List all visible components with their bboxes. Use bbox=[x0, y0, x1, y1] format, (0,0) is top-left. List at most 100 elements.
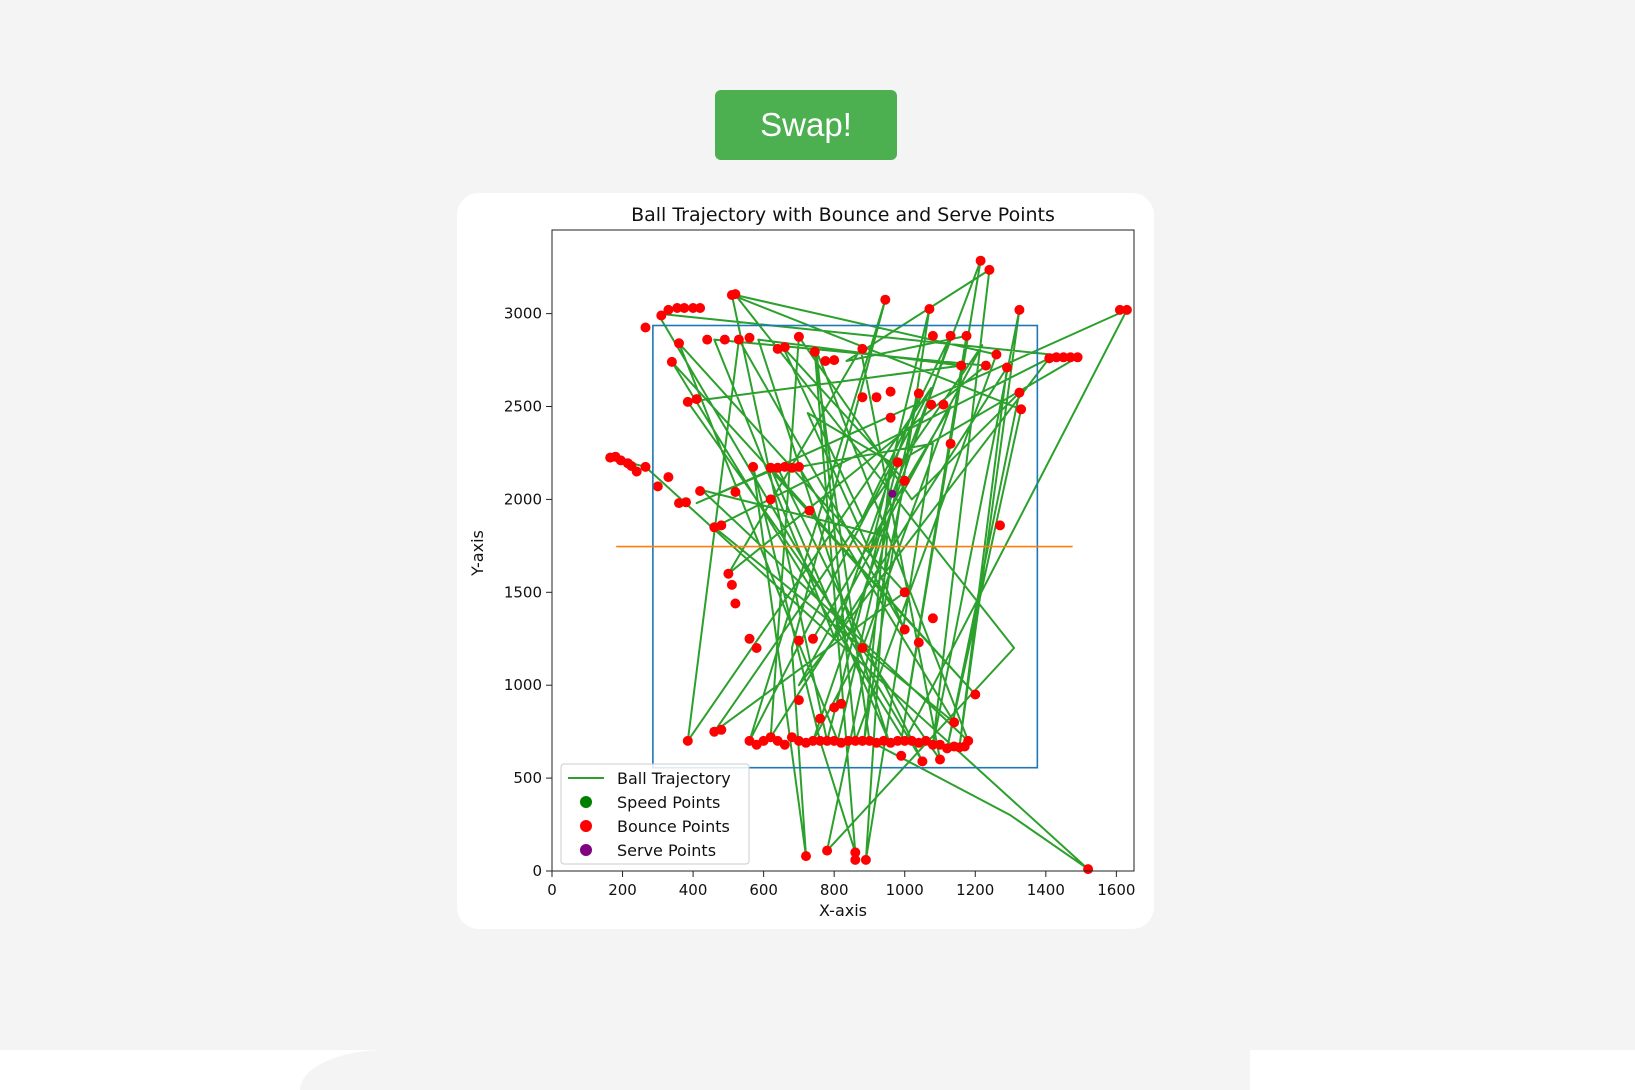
bounce-point bbox=[663, 472, 674, 483]
bounce-point bbox=[991, 349, 1002, 360]
bounce-point bbox=[938, 399, 949, 410]
bounce-point bbox=[970, 689, 981, 700]
swap-button[interactable]: Swap! bbox=[715, 90, 897, 160]
x-tick-label: 600 bbox=[749, 881, 778, 899]
bounce-point bbox=[809, 346, 820, 357]
bounce-point bbox=[850, 854, 861, 865]
x-tick-label: 800 bbox=[820, 881, 849, 899]
bounce-point bbox=[963, 735, 974, 746]
bounce-point bbox=[913, 388, 924, 399]
points-layer bbox=[605, 255, 1132, 875]
bounce-point bbox=[716, 520, 727, 531]
x-tick-label: 1600 bbox=[1097, 881, 1135, 899]
court-layer bbox=[616, 324, 1073, 769]
bounce-point bbox=[744, 633, 755, 644]
bounce-point bbox=[723, 568, 734, 579]
bounce-point bbox=[1044, 353, 1055, 364]
bounce-point bbox=[726, 579, 737, 590]
bounce-point bbox=[860, 854, 871, 865]
axis-layer: 0 200 400 600 800 1000 1200 1400 1600 0 500 1000 150… bbox=[504, 305, 1136, 899]
bounce-point bbox=[730, 289, 741, 300]
legend-entry-speed: Speed Points bbox=[617, 793, 720, 812]
y-tick-label: 0 bbox=[532, 862, 542, 880]
bounce-point bbox=[885, 412, 896, 423]
bounce-point bbox=[765, 494, 776, 505]
bounce-point bbox=[663, 304, 674, 315]
bounce-point bbox=[880, 294, 891, 305]
bounce-point bbox=[744, 332, 755, 343]
y-tick-label: 2000 bbox=[504, 490, 542, 508]
bounce-point bbox=[927, 739, 938, 750]
bounce-point bbox=[801, 851, 811, 862]
bounce-point bbox=[1121, 304, 1132, 315]
x-tick-label: 1000 bbox=[886, 881, 924, 899]
bounce-point bbox=[926, 399, 937, 410]
bounce-point bbox=[730, 487, 741, 497]
bounce-point bbox=[857, 392, 868, 403]
bounce-point bbox=[935, 754, 945, 765]
y-tick-label: 1500 bbox=[504, 583, 542, 601]
legend-bounce-swatch bbox=[580, 820, 592, 832]
x-tick-label: 400 bbox=[679, 881, 708, 899]
bounce-point bbox=[779, 739, 790, 750]
bounce-point bbox=[688, 303, 699, 313]
legend: Ball Trajectory Speed Points Bounce Poin… bbox=[560, 763, 750, 865]
bounce-point bbox=[652, 481, 663, 492]
y-tick-label: 1000 bbox=[504, 676, 542, 694]
bounce-point bbox=[691, 394, 702, 405]
bounce-point bbox=[836, 698, 847, 709]
legend-speed-swatch bbox=[580, 796, 592, 808]
bounce-point bbox=[1114, 304, 1125, 315]
legend-entry-trajectory: Ball Trajectory bbox=[617, 769, 731, 788]
bounce-point bbox=[815, 713, 826, 724]
chart-card: 0 200 400 600 800 1000 1200 1400 1600 0 500 1000 150… bbox=[457, 193, 1154, 929]
bounce-point bbox=[779, 342, 790, 353]
bounce-point bbox=[719, 334, 730, 345]
bounce-point bbox=[850, 847, 861, 858]
x-axis-label: X-axis bbox=[819, 901, 867, 920]
bounce-point bbox=[666, 356, 677, 367]
bounce-point bbox=[956, 360, 967, 371]
bounce-point bbox=[949, 717, 960, 728]
bounce-point bbox=[975, 255, 986, 266]
bounce-point bbox=[899, 587, 910, 598]
bounce-point bbox=[917, 756, 928, 767]
bounce-point bbox=[927, 330, 938, 341]
chart-title: Ball Trajectory with Bounce and Serve Po… bbox=[631, 204, 1055, 226]
bounce-point bbox=[820, 356, 831, 366]
bounce-point bbox=[857, 735, 868, 746]
bounce-point bbox=[730, 598, 741, 609]
bounce-point bbox=[892, 735, 903, 746]
bounce-point bbox=[899, 475, 910, 486]
bounce-point bbox=[899, 735, 910, 746]
x-tick-label: 0 bbox=[547, 881, 557, 899]
bounce-point bbox=[913, 637, 924, 648]
bounce-point bbox=[656, 310, 667, 321]
bounce-point bbox=[695, 486, 706, 496]
y-tick-label: 2500 bbox=[504, 398, 542, 416]
bounce-point bbox=[829, 355, 840, 366]
bounce-point bbox=[1065, 352, 1076, 363]
bounce-point bbox=[980, 360, 991, 371]
bounce-point bbox=[1014, 387, 1025, 398]
bounce-point bbox=[924, 304, 935, 314]
bounce-point bbox=[1016, 404, 1027, 415]
bounce-point bbox=[682, 396, 693, 407]
bounce-point bbox=[631, 466, 642, 477]
bounce-point bbox=[1072, 352, 1083, 363]
bounce-point bbox=[857, 643, 868, 653]
bounce-point bbox=[765, 462, 776, 473]
bounce-point bbox=[945, 438, 956, 449]
bounce-point bbox=[822, 735, 833, 746]
trajectory-chart: 0 200 400 600 800 1000 1200 1400 1600 0 500 1000 150… bbox=[468, 204, 1136, 920]
bounce-point bbox=[945, 330, 956, 341]
bounce-point bbox=[640, 322, 651, 333]
bounce-point bbox=[793, 461, 804, 472]
bounce-point bbox=[961, 330, 972, 341]
x-tick-label: 1200 bbox=[956, 881, 994, 899]
bounce-point bbox=[822, 845, 833, 856]
bounce-point bbox=[995, 520, 1005, 531]
bounce-point bbox=[640, 461, 651, 472]
y-axis-label: Y-axis bbox=[468, 530, 487, 577]
bounce-point bbox=[793, 695, 804, 706]
